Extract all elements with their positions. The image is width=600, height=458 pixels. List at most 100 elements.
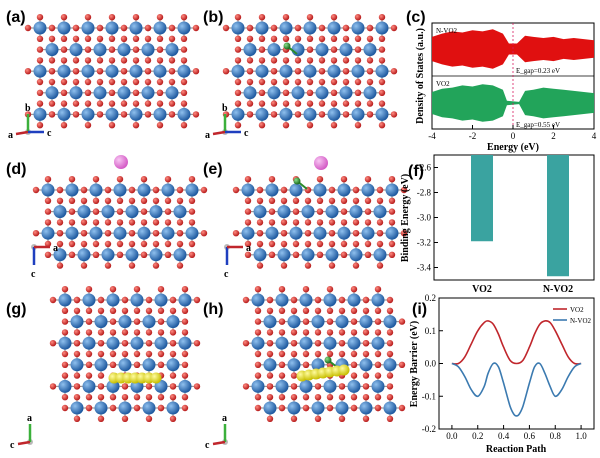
- oxygen-atom: [270, 35, 278, 42]
- oxygen-atom: [362, 340, 370, 347]
- oxygen-atom: [350, 361, 358, 368]
- oxygen-atom: [61, 404, 69, 412]
- oxygen-atom: [314, 383, 322, 390]
- vanadium-atom: [166, 401, 180, 415]
- oxygen-atom: [60, 14, 68, 21]
- vanadium-atom: [373, 205, 387, 219]
- oxygen-atom: [181, 350, 189, 358]
- oxygen-atom: [282, 78, 290, 86]
- vanadium-atom: [69, 43, 83, 57]
- vanadium-atom: [125, 205, 139, 219]
- oxygen-atom: [266, 296, 274, 304]
- bar-y-tick-label: -3.0: [417, 213, 432, 223]
- oxygen-atom: [330, 78, 338, 86]
- oxygen-atom: [168, 100, 176, 107]
- sulfur-atom: [150, 372, 162, 384]
- oxygen-atom: [60, 57, 68, 64]
- oxygen-atom: [266, 350, 274, 358]
- oxygen-atom: [68, 176, 76, 183]
- oxygen-atom: [366, 78, 374, 86]
- oxygen-atom: [73, 415, 81, 422]
- oxygen-atom: [328, 262, 336, 269]
- oxygen-atom: [306, 35, 314, 42]
- oxygen-atom: [254, 372, 262, 379]
- vanadium-atom: [130, 336, 144, 350]
- vanadium-atom: [299, 379, 313, 393]
- oxygen-atom: [314, 394, 322, 401]
- oxygen-atom: [306, 46, 314, 53]
- oxygen-atom: [306, 122, 314, 129]
- oxygen-atom: [104, 197, 112, 204]
- oxygen-atom: [56, 262, 64, 269]
- oxygen-atom: [354, 89, 362, 97]
- oxygen-atom: [192, 24, 200, 32]
- oxygen-atom: [338, 383, 346, 390]
- vanadium-atom: [265, 226, 279, 240]
- oxygen-atom: [328, 219, 336, 226]
- oxygen-atom: [157, 404, 165, 412]
- oxygen-atom: [61, 329, 69, 336]
- bar-category-label: VO2: [472, 284, 492, 295]
- oxygen-atom: [56, 219, 64, 226]
- oxygen-atom: [168, 78, 176, 86]
- oxygen-atom: [168, 24, 176, 32]
- oxygen-atom: [108, 46, 116, 53]
- oxygen-atom: [258, 57, 266, 64]
- vanadium-atom: [337, 226, 351, 240]
- oxygen-atom: [73, 329, 81, 336]
- oxygen-atom: [121, 383, 129, 390]
- structure-vo2-top-view: [24, 14, 200, 129]
- oxygen-atom: [364, 197, 372, 204]
- vanadium-atom: [311, 401, 325, 415]
- dos-x-axis-title: Energy (eV): [487, 142, 539, 153]
- oxygen-atom: [80, 219, 88, 226]
- oxygen-atom: [108, 35, 116, 42]
- oxygen-atom: [330, 14, 338, 21]
- panel-label-d: (d): [6, 161, 26, 178]
- vanadium-atom: [45, 43, 59, 57]
- oxygen-atom: [374, 329, 382, 336]
- oxygen-atom: [364, 208, 372, 215]
- oxygen-atom: [350, 307, 358, 314]
- oxygen-atom: [246, 24, 254, 32]
- oxygen-atom: [278, 404, 286, 412]
- oxygen-atom: [290, 350, 298, 358]
- oxygen-atom: [328, 230, 336, 237]
- vanadium-atom: [253, 248, 267, 262]
- oxygen-atom: [181, 361, 189, 368]
- oxygen-atom: [36, 89, 44, 97]
- oxygen-atom: [318, 78, 326, 86]
- oxygen-atom: [56, 197, 64, 204]
- oxygen-atom: [48, 24, 56, 32]
- oxygen-atom: [256, 230, 264, 237]
- oxygen-atom: [84, 14, 92, 21]
- oxygen-atom: [180, 89, 188, 97]
- oxygen-atom: [133, 307, 141, 314]
- vanadium-atom: [41, 183, 55, 197]
- oxygen-atom: [386, 372, 394, 379]
- vanadium-atom: [335, 401, 349, 415]
- oxygen-atom: [169, 329, 177, 336]
- triad-axis-left: [15, 130, 29, 136]
- oxygen-atom: [156, 57, 164, 64]
- oxygen-atom: [109, 361, 117, 368]
- oxygen-atom: [306, 57, 314, 64]
- oxygen-atom: [128, 240, 136, 248]
- vanadium-atom: [173, 205, 187, 219]
- oxygen-atom: [290, 415, 298, 422]
- bar-y-tick-label: -2.6: [417, 163, 432, 173]
- vanadium-atom: [231, 21, 245, 35]
- vanadium-atom: [375, 21, 389, 35]
- oxygen-atom: [242, 340, 250, 347]
- oxygen-atom: [258, 78, 266, 86]
- oxygen-atom: [116, 176, 124, 183]
- vanadium-atom: [313, 183, 327, 197]
- oxygen-atom: [366, 35, 374, 42]
- oxygen-atom: [188, 251, 196, 258]
- vanadium-atom: [41, 226, 55, 240]
- vanadium-atom: [275, 379, 289, 393]
- energy-barrier-chart: 0.0 0.2 0.4 0.6 0.8 1.0 0.2 0.1 0.0 -0.1 -0.2 VO2 N…: [409, 293, 595, 455]
- oxygen-atom: [32, 186, 40, 194]
- oxygen-atom: [84, 35, 92, 42]
- oxygen-atom: [278, 394, 286, 401]
